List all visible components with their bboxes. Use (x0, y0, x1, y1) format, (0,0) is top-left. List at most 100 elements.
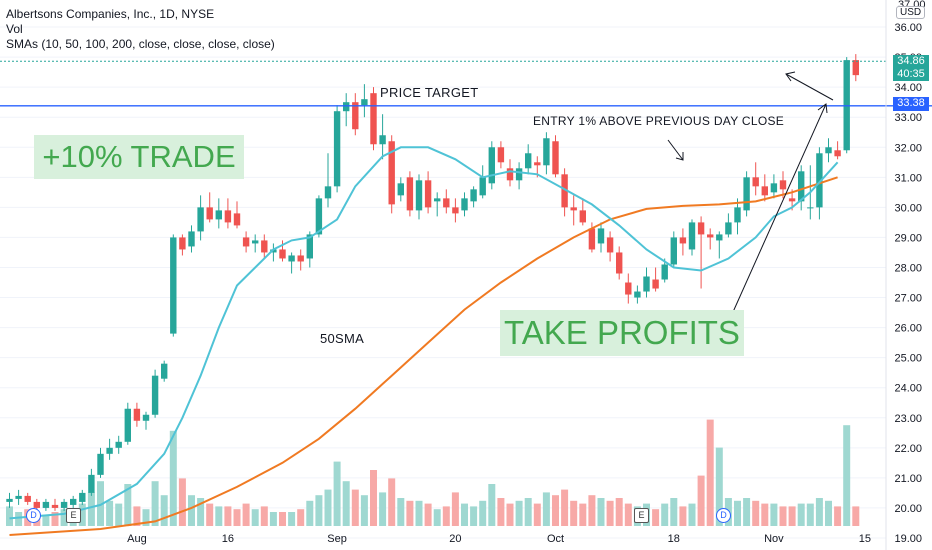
volume-bar (451, 492, 459, 526)
volume-bar (715, 447, 723, 526)
price-tick-label: 20.00 (894, 503, 922, 515)
candle-body (661, 264, 668, 280)
candle-body (652, 279, 659, 289)
price-tick-label: 25.00 (894, 353, 922, 365)
candle-body (242, 237, 250, 247)
candle-body (297, 255, 304, 262)
volume-bar (160, 495, 168, 526)
chart-title: Albertsons Companies, Inc., 1D, NYSE (6, 7, 215, 21)
candle-body (625, 282, 632, 295)
volume-bar (197, 498, 205, 526)
volume-bar (342, 481, 350, 526)
volume-bar (215, 506, 223, 526)
volume-bar (470, 506, 478, 526)
volume-bar (679, 506, 687, 526)
candle-body (179, 237, 186, 250)
volume-bar (315, 495, 323, 526)
take-profits-annotation: TAKE PROFITS (500, 310, 744, 356)
candle-body (788, 198, 796, 202)
volume-bar (479, 500, 487, 526)
candle-body (324, 186, 332, 199)
volume-bar (697, 475, 705, 526)
volume-bar (406, 500, 414, 526)
volume-bar (433, 509, 441, 526)
volume-bar (269, 512, 277, 526)
candle-body (752, 177, 759, 187)
volume-bar (752, 500, 760, 526)
candle-body (233, 213, 241, 226)
candle-body (124, 408, 131, 442)
volume-bar (779, 506, 787, 526)
candle-body (561, 174, 568, 208)
candle-body (33, 501, 40, 508)
volume-bar (797, 503, 805, 526)
candle-body (525, 153, 532, 169)
candle-body (306, 234, 313, 259)
candle-body (51, 504, 59, 508)
candle-body (333, 111, 341, 187)
volume-bar (251, 509, 259, 526)
candle-body (379, 135, 386, 145)
volume-bar (224, 506, 232, 526)
candle-body (707, 234, 714, 238)
price-tick-label: 27.00 (894, 293, 922, 305)
currency-label[interactable]: USD (896, 6, 926, 19)
candle-body (616, 252, 623, 274)
volume-bar (515, 500, 523, 526)
candle-body (434, 198, 441, 202)
candle-body (142, 414, 150, 421)
volume-bar (60, 509, 68, 526)
earnings-marker[interactable]: E (66, 508, 81, 523)
volume-bar (524, 498, 532, 526)
candle-body (725, 222, 732, 235)
candle-body (161, 363, 168, 379)
candle-body (816, 153, 823, 208)
volume-bar (260, 506, 268, 526)
candle-body (288, 255, 295, 262)
price-tick-label: 23.00 (894, 413, 922, 425)
volume-bar (825, 500, 832, 526)
price-tick-label: 32.00 (894, 142, 922, 154)
earnings-marker[interactable]: E (634, 508, 649, 523)
candle-body (24, 495, 31, 502)
volume-bar (15, 512, 23, 526)
volume-bar (670, 498, 678, 526)
volume-bar (734, 500, 741, 526)
volume-bar (770, 503, 778, 526)
candle-body (552, 141, 559, 175)
volume-bar (488, 484, 496, 526)
candle-body (70, 498, 77, 505)
volume-bar (442, 506, 450, 526)
volume-bar (379, 492, 387, 526)
price-tick-label: 26.00 (894, 323, 922, 335)
candle-body (506, 168, 514, 181)
volume-label: Vol (6, 22, 23, 36)
time-tick-label: 15 (859, 533, 871, 545)
candle-body (170, 237, 177, 334)
time-tick-label: Oct (547, 533, 564, 545)
volume-bar (852, 506, 860, 526)
volume-bar (806, 503, 814, 526)
candle-body (852, 60, 859, 76)
candle-body (779, 180, 787, 190)
volume-bar (51, 512, 59, 526)
candle-body (515, 168, 523, 181)
price-tick-label: 28.00 (894, 262, 922, 274)
volume-bar (834, 506, 842, 526)
candle-body (206, 207, 213, 220)
price-tick-label: 19.00 (894, 533, 922, 545)
candle-body (634, 291, 641, 298)
price-tick-label: 33.00 (894, 112, 922, 124)
candle-body (60, 501, 68, 508)
candle-body (424, 180, 432, 208)
dividend-marker[interactable]: D (26, 508, 41, 523)
candle-body (579, 210, 586, 223)
candle-body (106, 447, 113, 454)
dividend-marker[interactable]: D (716, 508, 731, 523)
candle-body (197, 207, 204, 232)
volume-bar (306, 500, 314, 526)
entry-label: ENTRY 1% ABOVE PREVIOUS DAY CLOSE (533, 114, 785, 128)
volume-bar (652, 509, 660, 526)
candle-body (488, 147, 495, 184)
